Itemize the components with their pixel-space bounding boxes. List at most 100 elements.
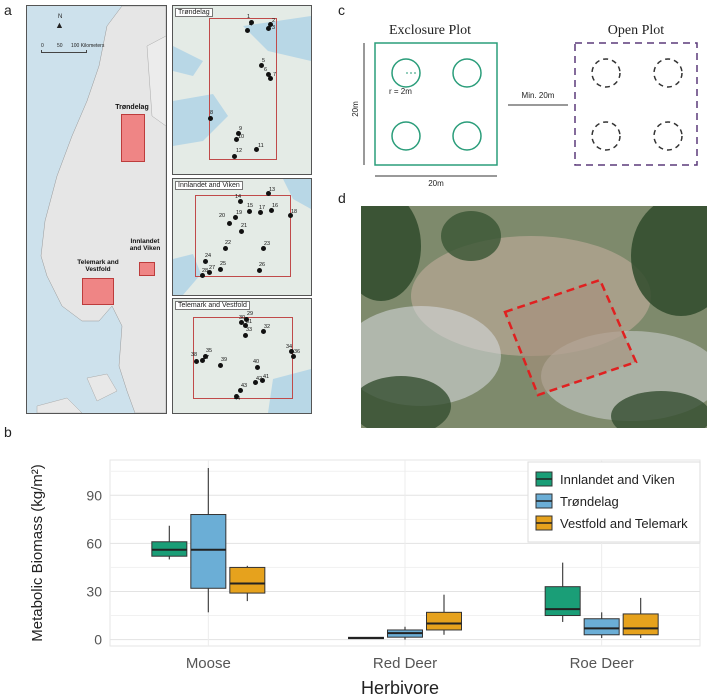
site-label: 19 <box>236 210 243 216</box>
x-tick-label: Moose <box>186 655 231 672</box>
site-marker <box>247 209 252 214</box>
site-label: 35 <box>206 348 213 354</box>
site-label: 8 <box>210 110 214 116</box>
panel-label-b: b <box>4 424 12 440</box>
site-marker <box>244 317 249 322</box>
scale-label-100: 100 Kilometers <box>71 43 105 49</box>
site-label: 31 <box>246 319 253 325</box>
y-tick-label: 0 <box>94 632 102 648</box>
site-label: 6 <box>264 67 268 73</box>
site-label: 7 <box>273 72 277 78</box>
inset-map-telemark: Telemark and Vestfold 29 30 31 32 33 34 … <box>172 298 312 414</box>
site-label: 2 <box>272 18 276 24</box>
study-area-box <box>195 195 291 277</box>
site-label: 9 <box>239 126 243 132</box>
panel-label-a: a <box>4 2 12 18</box>
site-marker <box>227 221 232 226</box>
site-label: 21 <box>241 223 248 229</box>
exclosure-plot <box>374 42 498 166</box>
site-label: 1 <box>247 14 251 20</box>
inset-title-innlandet: Innlandet and Viken <box>175 181 243 190</box>
side-dimension-label: 20m <box>351 101 360 117</box>
inset-title-telemark: Telemark and Vestfold <box>175 301 250 310</box>
box-3 <box>622 613 659 636</box>
biomass-boxplot: 0 30 60 90 Moose Red Deer Roe Deer Herbivore Met… <box>29 459 701 698</box>
study-area-box <box>209 18 277 160</box>
site-marker <box>261 329 266 334</box>
site-label: 28 <box>202 268 209 274</box>
site-marker <box>218 267 223 272</box>
box-2 <box>583 618 620 636</box>
legend-label: Vestfold and Telemark <box>560 516 688 531</box>
y-tick-label: 90 <box>86 487 102 503</box>
panel-label-c: c <box>338 2 345 18</box>
exclosure-subplot <box>391 58 421 88</box>
north-arrow-icon: ▲ <box>55 20 64 30</box>
site-marker <box>234 137 239 142</box>
x-tick-label: Red Deer <box>373 655 437 672</box>
box-1 <box>544 586 581 617</box>
region-label-telemark: Telemark and Vestfold <box>77 259 119 273</box>
radius-label: r = 2m <box>389 87 412 96</box>
site-marker <box>223 246 228 251</box>
site-marker <box>243 333 248 338</box>
site-marker <box>258 210 263 215</box>
site-marker <box>260 378 265 383</box>
site-marker <box>234 394 239 399</box>
site-label: 34 <box>286 344 293 350</box>
north-label: N <box>58 14 63 20</box>
open-plot-title: Open Plot <box>608 23 665 38</box>
inset-water <box>173 16 311 146</box>
y-axis-title: Metabolic Biomass (kg/m²) <box>29 464 46 642</box>
site-marker <box>200 358 205 363</box>
exclosure-subplot <box>452 121 482 151</box>
site-marker <box>239 229 244 234</box>
box-2 <box>190 514 227 589</box>
site-marker <box>203 354 208 359</box>
site-marker <box>239 320 244 325</box>
site-marker <box>245 28 250 33</box>
site-marker <box>266 26 271 31</box>
site-marker <box>233 215 238 220</box>
site-marker <box>257 268 262 273</box>
site-marker <box>238 199 243 204</box>
site-label: 12 <box>236 148 243 154</box>
site-label: 29 <box>247 311 254 317</box>
open-subplot <box>653 58 683 88</box>
scale-label-0: 0 <box>41 43 44 49</box>
bottom-dimension-label: 20m <box>428 179 444 188</box>
site-label: 18 <box>291 209 298 215</box>
plot-design-diagram: Exclosure Plot Open Plot r = 2m 20m 20m … <box>351 23 698 188</box>
site-label: 4 <box>249 22 253 28</box>
site-label: 10 <box>238 134 245 140</box>
y-tick-label: 60 <box>86 535 102 551</box>
site-marker <box>203 259 208 264</box>
site-label: 26 <box>259 262 266 268</box>
site-label: 36 <box>294 349 301 355</box>
open-subplot <box>653 121 683 151</box>
site-marker <box>232 154 237 159</box>
site-marker <box>194 359 199 364</box>
site-marker <box>236 131 241 136</box>
x-axis-title: Herbivore <box>361 678 439 698</box>
inset-map-trondelag: Trøndelag 1 2 3 4 5 6 7 8 9 10 11 12 <box>172 5 312 175</box>
aerial-photo <box>361 206 707 428</box>
site-label: 39 <box>221 357 228 363</box>
site-label: 37 <box>203 355 210 361</box>
exclosure-subplot <box>391 121 421 151</box>
land-shape <box>36 6 166 413</box>
y-tick-label: 30 <box>86 583 102 599</box>
site-marker <box>259 63 264 68</box>
site-marker <box>254 147 259 152</box>
exclosure-outline <box>503 278 638 397</box>
site-marker <box>249 20 254 25</box>
site-label: 11 <box>258 143 264 149</box>
site-marker <box>268 76 273 81</box>
exclosure-title: Exclosure Plot <box>389 23 471 38</box>
site-marker <box>291 354 296 359</box>
legend-label: Innlandet and Viken <box>560 472 675 487</box>
site-label: 42 <box>256 376 263 382</box>
site-marker <box>238 388 243 393</box>
site-label: 15 <box>247 203 254 209</box>
site-label: 20 <box>219 213 226 219</box>
